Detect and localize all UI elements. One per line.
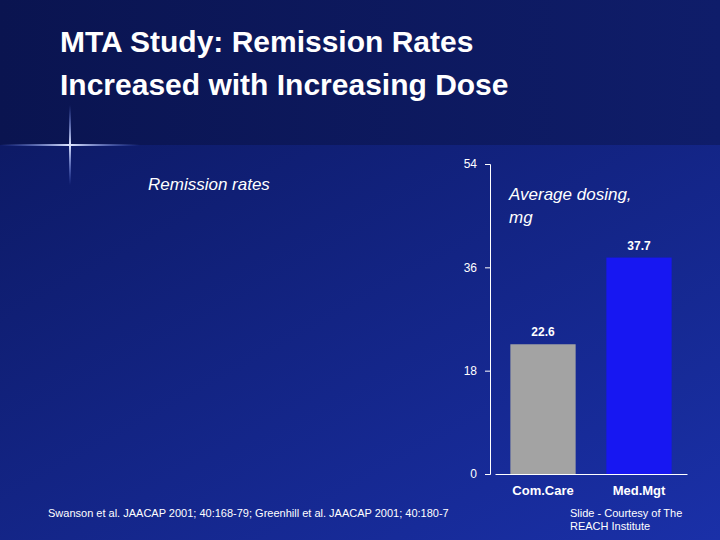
data-label: 22.6: [531, 325, 555, 339]
text-line: Slide - Courtesy of The: [570, 507, 682, 519]
y-axis-line: [485, 165, 491, 475]
x-tick-label: Med.Mgt: [613, 483, 666, 498]
text-line: Increased with Increasing Dose: [60, 68, 509, 101]
decor-line: [69, 105, 71, 185]
text-line: REACH Institute: [570, 520, 650, 532]
y-axis: 0 18 36 54: [464, 157, 491, 481]
y-tick: 0: [470, 467, 490, 481]
y-tick: 36: [464, 261, 490, 275]
bars: [510, 258, 671, 474]
data-label: 37.7: [627, 239, 651, 253]
slide: MTA Study: Remission Rates Increased with…: [0, 0, 720, 540]
y-tick-label: 54: [464, 157, 478, 171]
x-tick: Com.Care: [512, 474, 573, 498]
bar: [606, 258, 671, 474]
y-tick-label: 18: [464, 364, 478, 378]
y-tick-mark: [485, 371, 490, 372]
y-tick-label: 36: [464, 261, 478, 275]
source: Swanson et al. JAACAP 2001; 40:168-79; G…: [48, 507, 449, 519]
text-line: mg: [509, 208, 533, 227]
y-tick-mark: [485, 474, 490, 475]
x-tick-label: Com.Care: [512, 483, 573, 498]
annotation: Remission rates: [148, 175, 270, 194]
background-bottom: [0, 145, 720, 540]
y-tick-mark: [485, 164, 490, 165]
y-tick: 54: [464, 157, 490, 171]
x-axis: Com.Care Med.Mgt: [496, 474, 688, 498]
title: MTA Study: Remission Rates Increased with…: [60, 25, 509, 101]
text-line: Average dosing,: [508, 185, 632, 204]
y-label: Average dosing, mg: [508, 185, 632, 227]
background-top: [0, 0, 720, 145]
y-tick: 18: [464, 364, 490, 378]
data-labels: 22.6 37.7: [531, 239, 651, 340]
y-tick-mark: [485, 267, 490, 268]
x-axis-line: [496, 474, 688, 475]
credit: Slide - Courtesy of TheREACH Institute: [570, 507, 682, 532]
text-line: MTA Study: Remission Rates: [60, 25, 473, 58]
y-tick-label: 0: [470, 467, 477, 481]
bar: [510, 344, 575, 474]
x-tick: Med.Mgt: [613, 474, 666, 498]
